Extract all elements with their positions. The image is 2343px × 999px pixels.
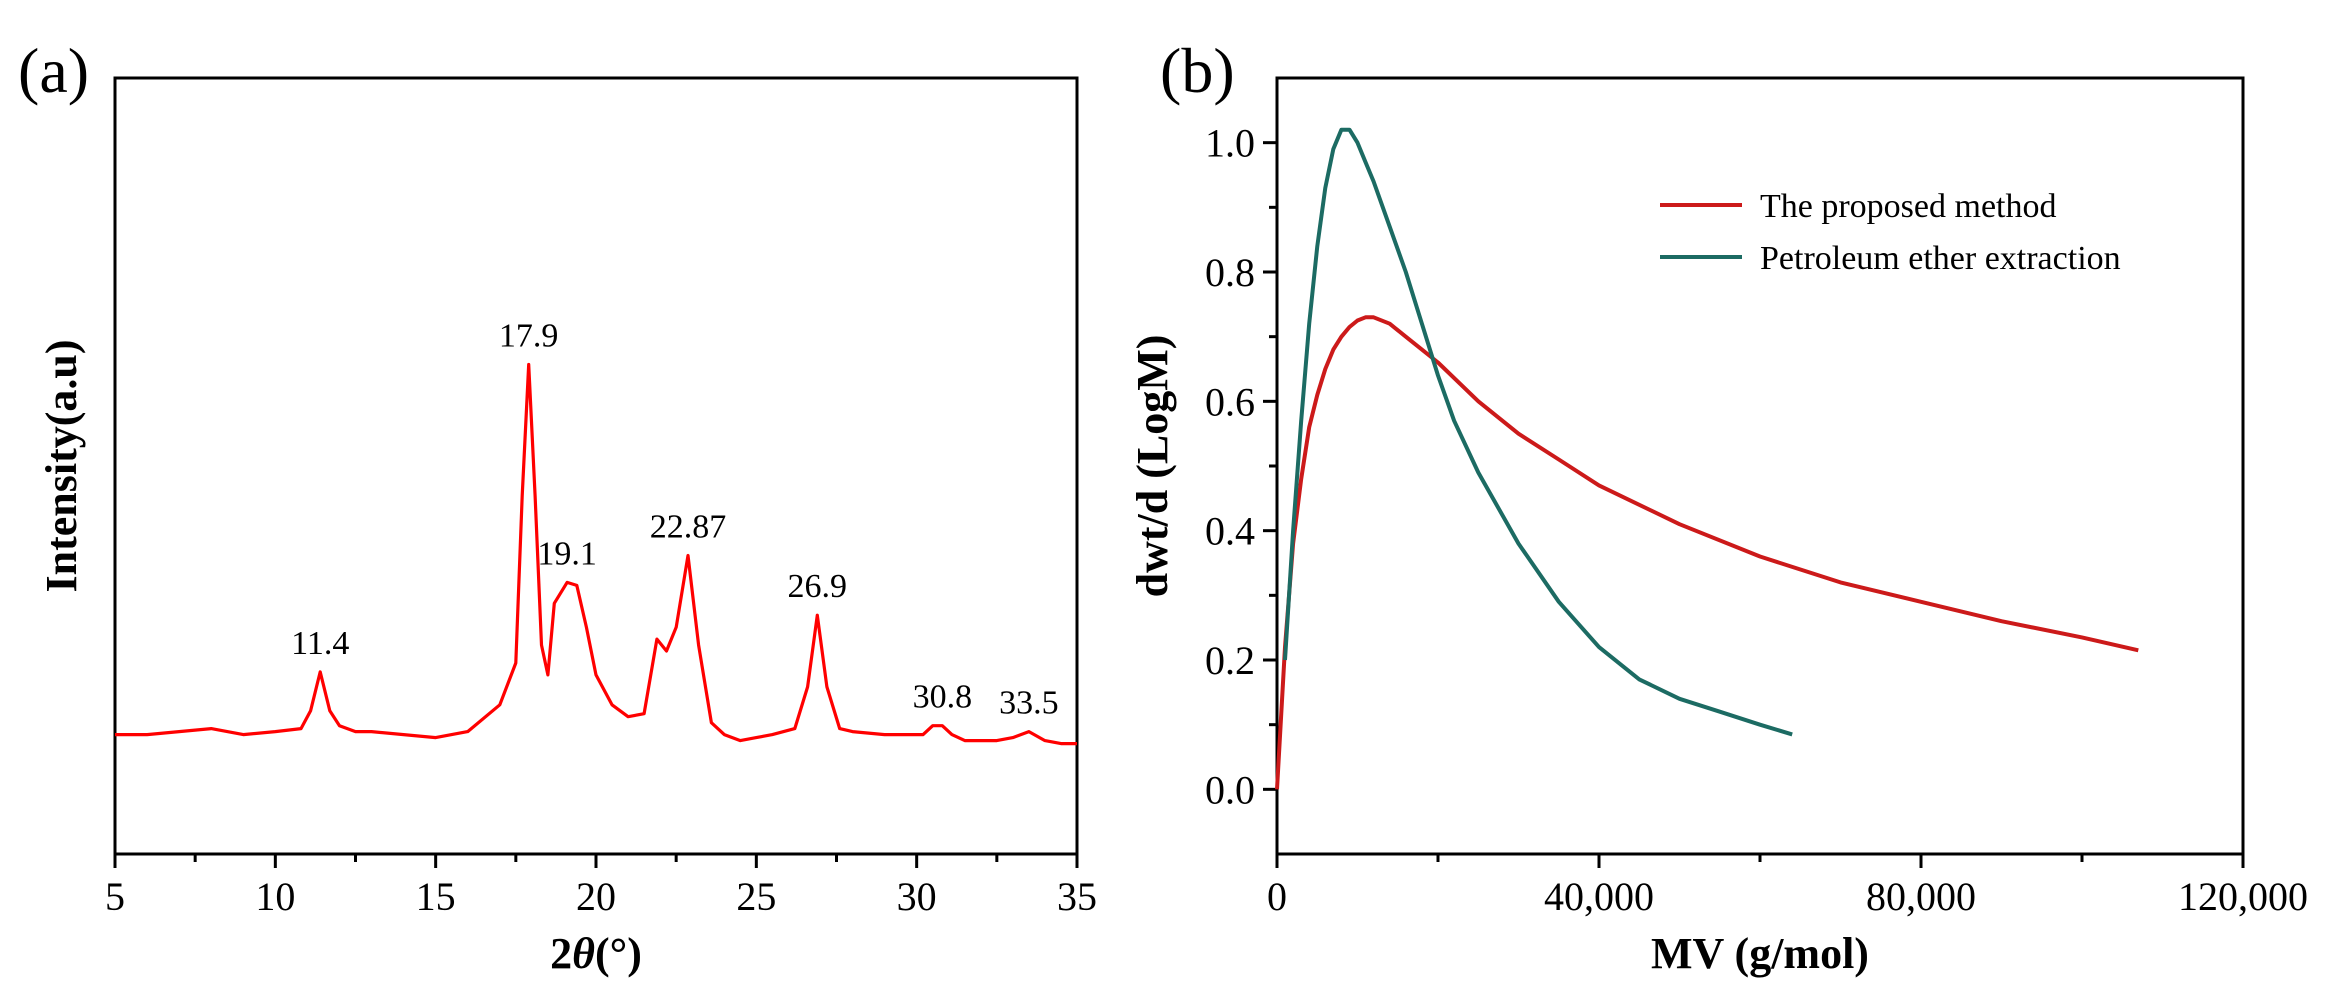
panel-b-y-tick-label: 1.0: [1205, 121, 1255, 166]
panel-b-x-tick-label: 120,000: [2178, 874, 2308, 919]
panel-b-series-lines: [1275, 127, 2139, 790]
panel-b-y-tick-label: 0.4: [1205, 509, 1255, 554]
panel-b-x-tick-label: 40,000: [1544, 874, 1654, 919]
panel-b-series-line-1: [1283, 127, 1793, 737]
panel-a-x-tick-label: 30: [897, 874, 937, 919]
panel-a: (a) 5 10 15 20 25 30 35 11.4 17.9 19.1 22.87 26.9 3…: [18, 35, 1097, 978]
panel-b-y-tick-label: 0.8: [1205, 250, 1255, 295]
panel-b-x-tick-label: 80,000: [1866, 874, 1976, 919]
panel-b-x-axis-title: MV (g/mol): [1651, 929, 1869, 978]
panel-a-label: (a): [18, 35, 89, 106]
panel-a-x-tick-label: 10: [255, 874, 295, 919]
panel-b-x-tick-label: 0: [1267, 874, 1287, 919]
panel-b-legend-label: Petroleum ether extraction: [1760, 240, 2121, 277]
panel-a-peak-label: 17.9: [499, 318, 559, 355]
panel-a-x-tick-label: 35: [1057, 874, 1097, 919]
panel-b-y-tick-label: 0.6: [1205, 379, 1255, 424]
panel-a-peak-label: 22.87: [650, 509, 727, 546]
panel-a-xrd-line: [115, 362, 1077, 746]
panel-a-x-axis-title: 2θ(°): [550, 929, 642, 978]
panel-b-series-line-0: [1275, 315, 2139, 790]
panel-b-x-ticks: 0 40,000 80,000 120,000: [1267, 854, 2308, 919]
panel-a-peak-label: 26.9: [788, 568, 848, 605]
panel-a-x-tick-label: 15: [416, 874, 456, 919]
panel-b-legend-label: The proposed method: [1760, 188, 2057, 225]
panel-a-x-tick-label: 5: [105, 874, 125, 919]
panel-b-y-ticks: 0.0 0.2 0.4 0.6 0.8 1.0: [1205, 121, 1277, 812]
panel-b-y-axis-title: dwt/d (LogM): [1128, 335, 1177, 598]
panel-a-x-tick-label: 25: [736, 874, 776, 919]
panel-a-y-axis-title: Intensity(a.u): [37, 339, 86, 592]
panel-a-x-ticks: 5 10 15 20 25 30 35: [105, 854, 1097, 919]
panel-b-label: (b): [1160, 35, 1235, 106]
panel-a-peak-label: 30.8: [913, 679, 973, 716]
panel-b: (b) 0 40,000 80,000 120,000 0.0 0.2 0.4 0.6 0.8…: [1128, 35, 2308, 978]
panel-a-plot-frame: [113, 76, 1079, 856]
panel-a-peak-label: 19.1: [537, 535, 597, 572]
panel-b-y-tick-label: 0.0: [1205, 767, 1255, 812]
panel-a-x-tick-label: 20: [576, 874, 616, 919]
panel-b-y-tick-label: 0.2: [1205, 638, 1255, 683]
panel-b-legend: The proposed method Petroleum ether extra…: [1660, 188, 2121, 277]
panel-a-peak-label: 33.5: [999, 685, 1059, 722]
panel-a-peak-label: 11.4: [291, 625, 349, 662]
panel-a-peak-labels: 11.4 17.9 19.1 22.87 26.9 30.8 33.5: [291, 318, 1059, 722]
